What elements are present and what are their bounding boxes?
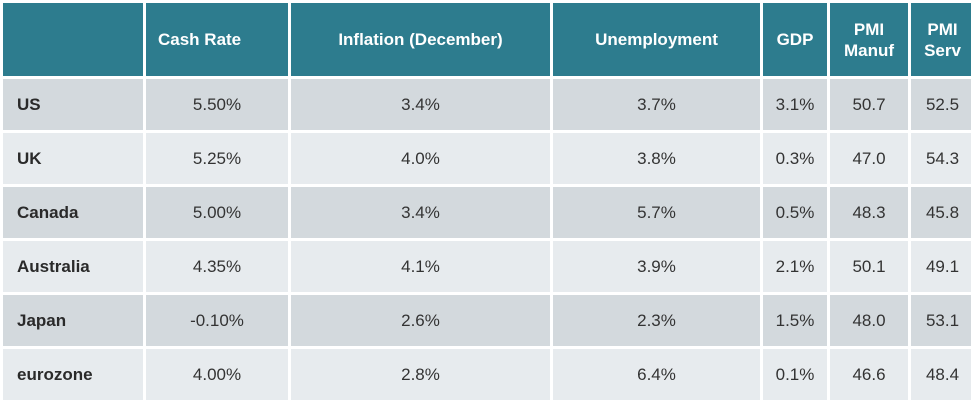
table-row: Japan -0.10% 2.6% 2.3% 1.5% 48.0 53.1 bbox=[3, 295, 971, 346]
cell-pmi-serv: 48.4 bbox=[911, 349, 971, 400]
header-corner bbox=[3, 3, 143, 76]
cell-unemployment: 2.3% bbox=[553, 295, 760, 346]
header-inflation: Inflation (December) bbox=[291, 3, 550, 76]
cell-pmi-serv: 53.1 bbox=[911, 295, 971, 346]
cell-inflation: 2.8% bbox=[291, 349, 550, 400]
cell-gdp: 0.1% bbox=[763, 349, 827, 400]
row-label: Canada bbox=[3, 187, 143, 238]
cell-inflation: 4.0% bbox=[291, 133, 550, 184]
cell-inflation: 3.4% bbox=[291, 79, 550, 130]
cell-cash-rate: 4.35% bbox=[146, 241, 288, 292]
header-unemployment: Unemployment bbox=[553, 3, 760, 76]
cell-inflation: 3.4% bbox=[291, 187, 550, 238]
cell-cash-rate: 5.25% bbox=[146, 133, 288, 184]
row-label: eurozone bbox=[3, 349, 143, 400]
cell-gdp: 3.1% bbox=[763, 79, 827, 130]
row-label: Japan bbox=[3, 295, 143, 346]
cell-pmi-serv: 49.1 bbox=[911, 241, 971, 292]
table-row: eurozone 4.00% 2.8% 6.4% 0.1% 46.6 48.4 bbox=[3, 349, 971, 400]
header-gdp: GDP bbox=[763, 3, 827, 76]
cell-gdp: 0.3% bbox=[763, 133, 827, 184]
cell-cash-rate: 5.50% bbox=[146, 79, 288, 130]
header-pmi-manuf: PMI Manuf bbox=[830, 3, 908, 76]
header-cash-rate: Cash Rate bbox=[146, 3, 288, 76]
cell-cash-rate: 4.00% bbox=[146, 349, 288, 400]
cell-pmi-serv: 52.5 bbox=[911, 79, 971, 130]
cell-unemployment: 5.7% bbox=[553, 187, 760, 238]
cell-pmi-serv: 54.3 bbox=[911, 133, 971, 184]
cell-cash-rate: 5.00% bbox=[146, 187, 288, 238]
cell-pmi-manuf: 50.1 bbox=[830, 241, 908, 292]
header-pmi-serv: PMI Serv bbox=[911, 3, 971, 76]
cell-inflation: 2.6% bbox=[291, 295, 550, 346]
row-label: UK bbox=[3, 133, 143, 184]
table-row: US 5.50% 3.4% 3.7% 3.1% 50.7 52.5 bbox=[3, 79, 971, 130]
row-label: US bbox=[3, 79, 143, 130]
cell-unemployment: 6.4% bbox=[553, 349, 760, 400]
cell-gdp: 2.1% bbox=[763, 241, 827, 292]
cell-pmi-serv: 45.8 bbox=[911, 187, 971, 238]
cell-pmi-manuf: 50.7 bbox=[830, 79, 908, 130]
cell-unemployment: 3.9% bbox=[553, 241, 760, 292]
economic-indicators-table: Cash Rate Inflation (December) Unemploym… bbox=[3, 3, 971, 400]
table-row: Australia 4.35% 4.1% 3.9% 2.1% 50.1 49.1 bbox=[3, 241, 971, 292]
cell-gdp: 1.5% bbox=[763, 295, 827, 346]
cell-pmi-manuf: 48.3 bbox=[830, 187, 908, 238]
cell-unemployment: 3.8% bbox=[553, 133, 760, 184]
header-row: Cash Rate Inflation (December) Unemploym… bbox=[3, 3, 971, 76]
table-row: UK 5.25% 4.0% 3.8% 0.3% 47.0 54.3 bbox=[3, 133, 971, 184]
cell-pmi-manuf: 46.6 bbox=[830, 349, 908, 400]
cell-inflation: 4.1% bbox=[291, 241, 550, 292]
cell-unemployment: 3.7% bbox=[553, 79, 760, 130]
table-row: Canada 5.00% 3.4% 5.7% 0.5% 48.3 45.8 bbox=[3, 187, 971, 238]
cell-gdp: 0.5% bbox=[763, 187, 827, 238]
cell-pmi-manuf: 48.0 bbox=[830, 295, 908, 346]
cell-pmi-manuf: 47.0 bbox=[830, 133, 908, 184]
row-label: Australia bbox=[3, 241, 143, 292]
cell-cash-rate: -0.10% bbox=[146, 295, 288, 346]
